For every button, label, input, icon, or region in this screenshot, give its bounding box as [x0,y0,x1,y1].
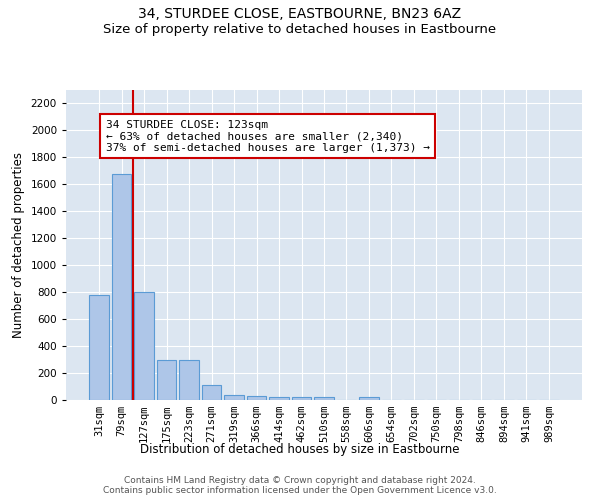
Bar [134,292,154,400]
Bar [269,396,289,400]
Bar [314,398,334,400]
Text: Size of property relative to detached houses in Eastbourne: Size of property relative to detached ho… [103,22,497,36]
Text: Distribution of detached houses by size in Eastbourne: Distribution of detached houses by size … [140,442,460,456]
Text: Contains HM Land Registry data © Crown copyright and database right 2024.
Contai: Contains HM Land Registry data © Crown c… [103,476,497,495]
Bar [224,394,244,400]
Text: 34, STURDEE CLOSE, EASTBOURNE, BN23 6AZ: 34, STURDEE CLOSE, EASTBOURNE, BN23 6AZ [139,8,461,22]
Bar [89,295,109,400]
Bar [202,385,221,400]
Y-axis label: Number of detached properties: Number of detached properties [12,152,25,338]
Bar [179,360,199,400]
Bar [292,397,311,400]
Text: 34 STURDEE CLOSE: 123sqm
← 63% of detached houses are smaller (2,340)
37% of sem: 34 STURDEE CLOSE: 123sqm ← 63% of detach… [106,120,430,153]
Bar [112,174,131,400]
Bar [247,396,266,400]
Bar [157,360,176,400]
Bar [359,397,379,400]
